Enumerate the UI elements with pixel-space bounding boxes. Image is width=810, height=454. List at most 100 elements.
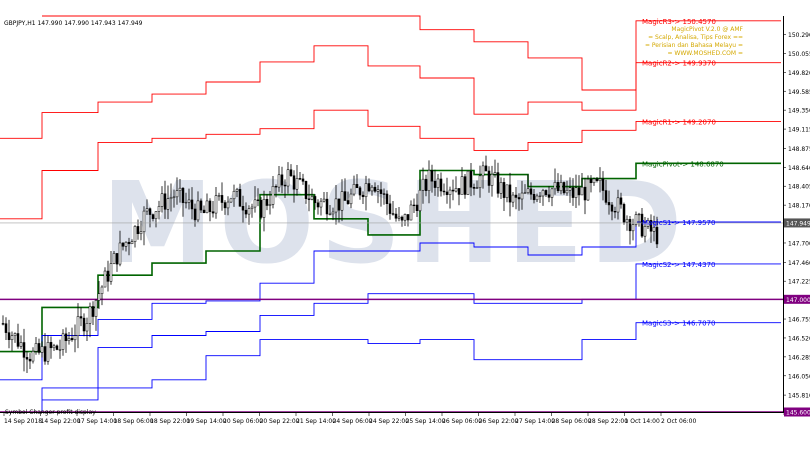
level-label-s3: MagicS3-> 146.7070 (642, 320, 715, 328)
candle-body (148, 208, 152, 215)
x-tick-label: 17 Sep 14:00 (77, 418, 117, 425)
x-tick-label: 21 Sep 14:00 (296, 418, 336, 425)
candle-body (616, 197, 620, 213)
candle-body (265, 199, 269, 206)
candle-body (478, 175, 482, 188)
candle-body (547, 194, 551, 198)
candle-body (157, 206, 161, 212)
candle-body (604, 190, 608, 203)
level-label-r3: MagicR3-> 150.4570 (642, 18, 716, 26)
y-tick-label: 146.755 (788, 317, 810, 324)
candle-body (187, 199, 191, 203)
y-tick-label: 146.050 (788, 373, 810, 380)
candle-body (124, 241, 128, 247)
candle-body (160, 193, 164, 207)
y-axis: 150.290 150.055 149.820 149.585 149.350 149.1… (783, 32, 810, 419)
candle-body (655, 227, 659, 245)
candle-body (97, 293, 101, 301)
candle-body (322, 198, 326, 202)
candle-body (289, 169, 293, 176)
candle-body (433, 180, 437, 188)
candle-body (172, 196, 176, 198)
candle-body (190, 199, 194, 210)
candle-body (301, 178, 305, 182)
candle-body (337, 198, 341, 211)
x-tick-label: 28 Sep 22:00 (588, 418, 628, 425)
candle-body (436, 178, 440, 188)
candle-body (589, 178, 593, 184)
y-tick-label: 145.810 (788, 393, 810, 400)
candle-body (4, 323, 8, 333)
candle-body (220, 195, 224, 203)
candle-body (7, 332, 11, 341)
candle-body (331, 211, 335, 215)
y-tick-label: 148.640 (788, 165, 810, 172)
candle-body (643, 226, 647, 237)
x-tick-label: 2 Oct 06:00 (661, 418, 696, 425)
x-tick-label: 18 Sep 22:00 (150, 418, 190, 425)
y-tick-label: 147.700 (788, 240, 810, 247)
candle-body (274, 186, 278, 188)
candle-body (427, 170, 431, 191)
candle-body (634, 214, 638, 225)
candle-body (16, 333, 20, 347)
x-tick-label: 26 Sep 22:00 (479, 418, 519, 425)
candle-body (208, 200, 212, 212)
candle-body (646, 220, 650, 227)
candle-body (115, 253, 119, 265)
candle-body (244, 209, 248, 215)
candle-body (142, 210, 146, 233)
candle-body (22, 342, 26, 358)
candle-body (202, 209, 206, 214)
candle-body (346, 200, 350, 205)
candle-body (415, 204, 419, 211)
candle-body (352, 184, 356, 195)
level-line-r2 (0, 45, 781, 139)
h-line-0-badge-text: 147.000 (786, 297, 810, 304)
h-line-1-badge (784, 407, 810, 417)
x-tick-label: 19 Sep 14:00 (187, 418, 227, 425)
candle-body (538, 195, 542, 198)
candle-body (178, 187, 182, 191)
candle-body (55, 345, 59, 350)
candle-body (28, 358, 32, 362)
level-label-r2: MagicR2-> 149.9370 (642, 60, 716, 68)
candle-body (1, 323, 5, 325)
candle-body (379, 189, 383, 194)
credit-line: = Scalp, Analisa, Tips Forex == (648, 34, 743, 41)
candle-body (259, 199, 263, 218)
candle-body (271, 186, 275, 205)
level-label-s2: MagicS2-> 147.4370 (642, 261, 715, 269)
candle-body (163, 193, 167, 210)
candle-body (286, 169, 290, 187)
candle-body (610, 204, 614, 212)
candle-body (10, 335, 14, 341)
candle-body (106, 270, 110, 282)
credit-line: MagicPivot V.2.0 @ AMF (671, 26, 743, 33)
candle-body (358, 187, 362, 196)
watermark: MOSHED (102, 159, 689, 289)
candle-body (91, 306, 95, 317)
candle-body (127, 241, 131, 245)
candle-body (418, 189, 422, 211)
candle-body (217, 195, 221, 197)
candle-body (67, 338, 71, 342)
level-label-r1: MagicR1-> 149.2070 (642, 118, 716, 126)
candle-body (514, 194, 518, 198)
candle-body (184, 201, 188, 204)
candle-body (40, 346, 44, 353)
candle-body (439, 178, 443, 192)
candle-body (562, 182, 566, 194)
x-tick-label: 20 Sep 06:00 (223, 418, 263, 425)
candle-body (121, 242, 125, 247)
candle-body (394, 213, 398, 219)
candle-body (88, 306, 92, 324)
candle-body (238, 189, 242, 207)
candle-body (541, 190, 545, 197)
x-tick-label: 18 Sep 06:00 (114, 418, 154, 425)
candle-body (535, 195, 539, 201)
candle-body (598, 178, 602, 182)
